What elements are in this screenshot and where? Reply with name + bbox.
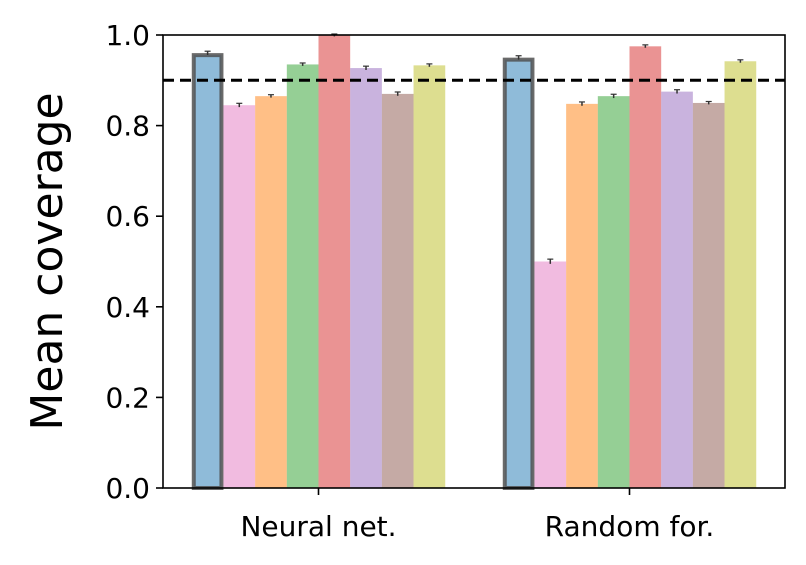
x-tick-label: Neural net. [240, 510, 396, 543]
bar-series-6-random-for [692, 102, 725, 488]
bar-series-7-random-for [724, 61, 757, 489]
y-axis: 0.0 0.2 0.4 0.6 0.8 1.0 [105, 19, 163, 505]
errorbars-layer [204, 33, 744, 264]
y-tick-label: 1.0 [105, 19, 150, 52]
bar-series-0-neural-net [191, 53, 224, 491]
bar-series-6-neural-net [381, 93, 414, 488]
bar-series-5-random-for [661, 91, 693, 488]
bar-series-1-random-for [534, 261, 567, 488]
bar-series-4-neural-net [318, 35, 351, 488]
plot-frame [162, 34, 786, 489]
bar-series-2-random-for [566, 103, 598, 488]
x-axis: Neural net. Random for. [240, 488, 714, 543]
y-tick-label: 0.8 [105, 110, 150, 143]
bar-series-2-neural-net [255, 96, 287, 488]
y-tick-label: 0.4 [105, 291, 150, 324]
y-axis-label: Mean coverage [22, 92, 73, 430]
y-tick-label: 0.6 [105, 200, 150, 233]
x-tick-label: Random for. [545, 510, 715, 543]
bar-series-3-neural-net [286, 64, 319, 488]
bar-series-7-neural-net [413, 65, 446, 488]
bar-series-4-random-for [629, 46, 662, 488]
y-tick-label: 0.2 [105, 381, 150, 414]
bar-series-0-random-for [502, 57, 535, 491]
y-tick-label: 0.0 [105, 472, 150, 505]
bar-series-3-random-for [597, 96, 630, 488]
bar-series-1-neural-net [223, 105, 256, 488]
bar-series-5-neural-net [350, 68, 382, 488]
bars-layer [191, 35, 757, 491]
